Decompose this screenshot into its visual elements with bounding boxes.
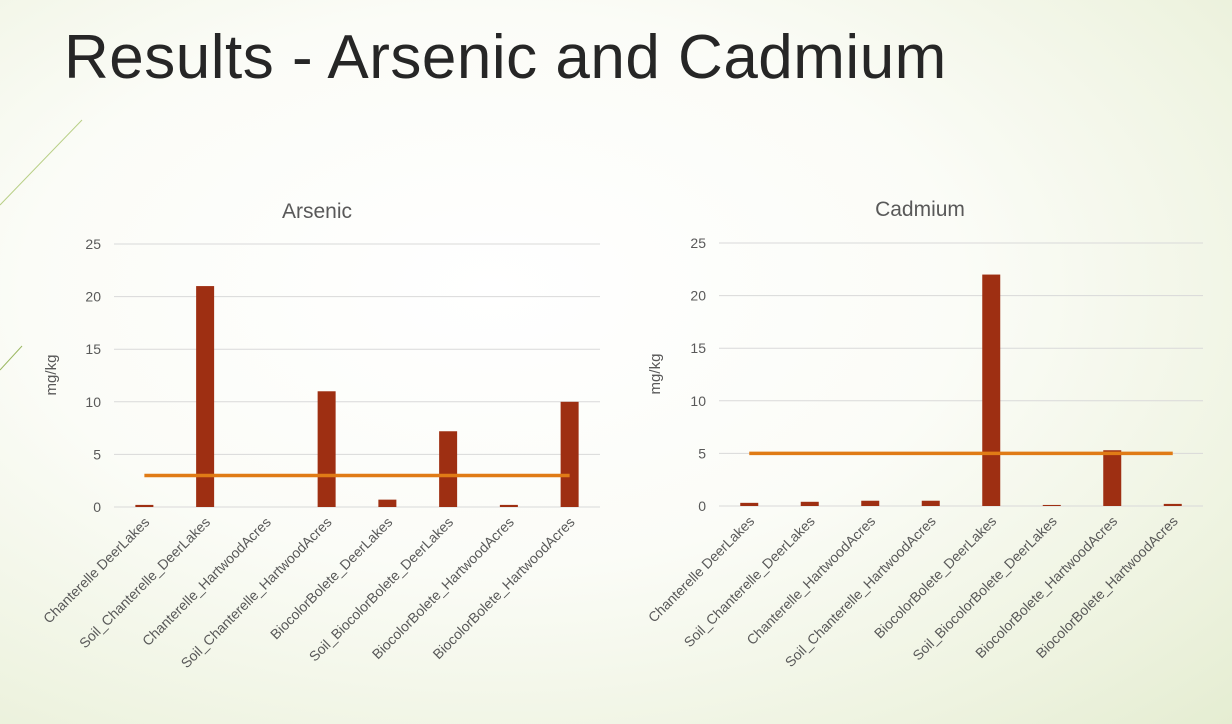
cadmium-category-label: Chanterelle DeerLakes <box>645 513 758 626</box>
arsenic-bar <box>135 504 154 507</box>
cadmium-category-label: Chanterelle_HartwoodAcres <box>743 513 878 648</box>
cadmium-y-tick-label: 20 <box>690 288 706 304</box>
arsenic-chart-title: Arsenic <box>282 200 352 223</box>
arsenic-y-tick-label: 15 <box>85 341 101 357</box>
arsenic-bar <box>439 431 458 507</box>
arsenic-y-tick-label: 10 <box>85 394 101 410</box>
arsenic-category-label: BiocolorBolete_DeerLakes <box>267 514 396 643</box>
arsenic-bar <box>378 499 397 507</box>
arsenic-y-tick-label: 20 <box>85 289 101 305</box>
arsenic-bar <box>499 504 518 507</box>
cadmium-y-tick-label: 15 <box>690 340 706 356</box>
arsenic-bar <box>196 286 215 507</box>
cadmium-bar <box>982 274 1001 506</box>
cadmium-category-label: BiocolorBolete_DeerLakes <box>871 513 1000 642</box>
decorative-lines <box>0 119 83 371</box>
cadmium-y-tick-label: 5 <box>698 445 706 461</box>
arsenic-category-label: Chanterelle_HartwoodAcres <box>139 514 274 649</box>
cadmium-y-tick-label: 10 <box>690 393 706 409</box>
arsenic-y-tick-label: 25 <box>85 236 101 252</box>
cadmium-bar <box>861 500 880 506</box>
cadmium-bar <box>1103 450 1122 506</box>
cadmium-bar <box>921 500 940 506</box>
cadmium-y-tick-label: 25 <box>690 235 706 251</box>
cadmium-y-tick-label: 0 <box>698 498 706 514</box>
cadmium-chart-title: Cadmium <box>875 198 965 221</box>
decorative-line-top <box>0 119 83 206</box>
cadmium-chart: Cadmium mg/kg 0 5 10 15 20 25 Chanterelle DeerLa… <box>645 198 1203 670</box>
cadmium-bar <box>1042 504 1061 506</box>
slide-title: Results - Arsenic and Cadmium <box>64 23 947 92</box>
arsenic-category-label: Chanterelle DeerLakes <box>40 514 153 627</box>
arsenic-y-axis-label: mg/kg <box>43 355 60 396</box>
arsenic-chart: Arsenic mg/kg 0 5 10 15 20 25 Chanterelle DeerLa… <box>40 200 600 671</box>
arsenic-bar <box>317 391 336 507</box>
cadmium-y-axis-label: mg/kg <box>647 354 664 395</box>
cadmium-bar <box>740 502 759 506</box>
arsenic-y-tick-label: 0 <box>93 499 101 515</box>
arsenic-bar <box>560 401 579 507</box>
decorative-line-bottom <box>0 345 23 371</box>
cadmium-bar <box>1163 503 1182 506</box>
arsenic-y-tick-label: 5 <box>93 446 101 462</box>
cadmium-bar <box>800 501 819 506</box>
